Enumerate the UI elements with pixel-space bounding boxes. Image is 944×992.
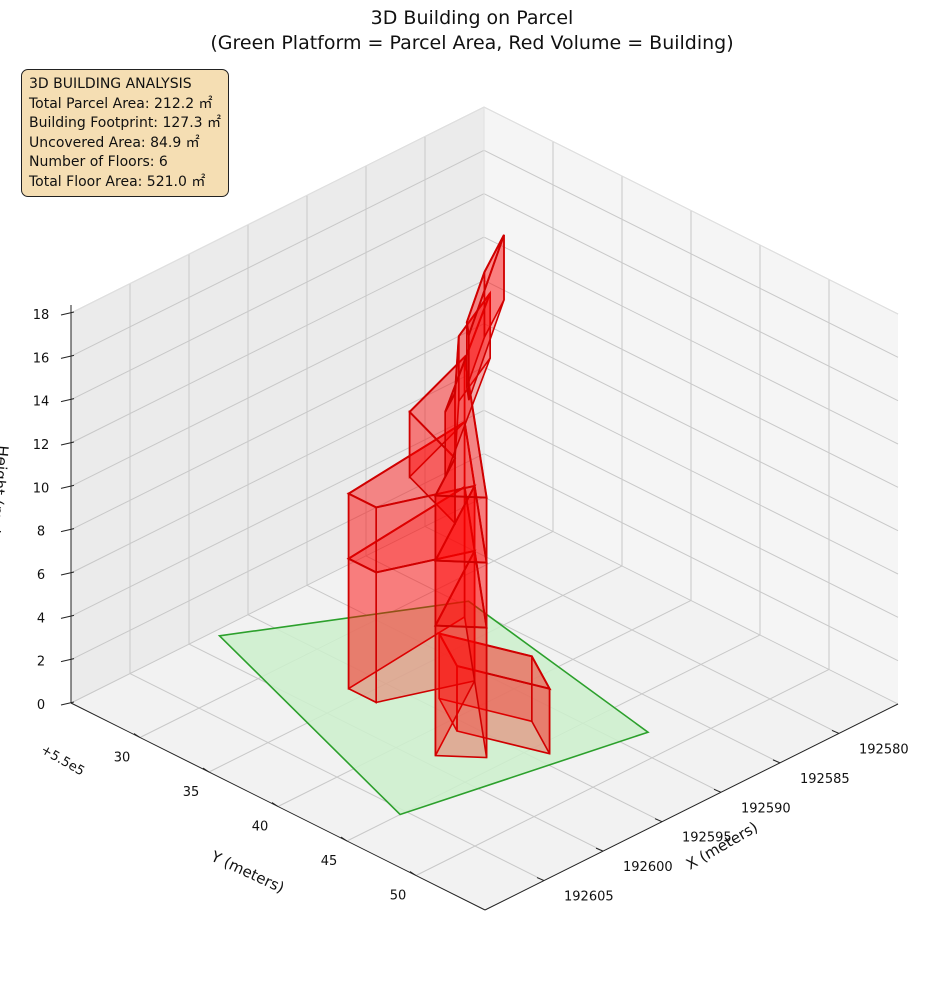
z-tick-mark: [60, 311, 75, 316]
x-tick-mark: [772, 759, 781, 764]
floor-1: [437, 631, 552, 755]
x-tick-label: 192595: [682, 831, 732, 846]
z-tick-mark: [60, 701, 75, 706]
z-tick-label: 12: [33, 438, 50, 453]
parcel-layer: [217, 600, 650, 816]
z-tick-label: 16: [33, 351, 50, 366]
y-tick-mark: [271, 802, 279, 807]
z-tick-mark: [60, 441, 75, 446]
x-tick-mark: [536, 877, 545, 882]
x-axis-label: X (meters): [683, 818, 761, 873]
building-layer: [346, 234, 552, 759]
z-tick-label: 2: [37, 655, 45, 670]
x-axis-line: [484, 703, 899, 911]
z-tick-label: 18: [33, 308, 50, 323]
z-tick-mark: [60, 398, 75, 403]
z-tick-mark: [60, 658, 75, 663]
z-tick-label: 8: [37, 525, 45, 540]
info-box: 3D BUILDING ANALYSIS Total Parcel Area: …: [21, 69, 229, 197]
y-tick-label: 50: [390, 889, 407, 904]
x-tick-mark: [595, 847, 604, 852]
y-tick-mark: [202, 767, 210, 773]
y-tick-label: 30: [114, 751, 131, 766]
y-tick-mark: [409, 871, 417, 876]
chart-subtitle: (Green Platform = Parcel Area, Red Volum…: [210, 32, 734, 54]
z-axis-label: Height (meters): [0, 445, 12, 565]
z-tick-mark: [60, 354, 75, 359]
z-tick-mark: [60, 614, 75, 619]
y-tick-label: 45: [321, 854, 338, 869]
floor-6: [465, 234, 505, 401]
y-axis-label: Y (meters): [207, 847, 287, 897]
x-tick-label: 192590: [741, 801, 791, 816]
x-tick-mark: [831, 729, 840, 734]
z-tick-label: 14: [33, 395, 50, 410]
info-line-uncovered: Uncovered Area: 84.9 ㎡: [29, 134, 200, 151]
x-tick-mark: [713, 788, 722, 793]
z-tick-label: 4: [37, 611, 45, 626]
floor-top: [437, 631, 552, 691]
x-tick-label: 192580: [859, 742, 909, 757]
x-tick-label: 192600: [623, 860, 673, 875]
info-line-title: 3D BUILDING ANALYSIS: [29, 76, 192, 92]
tick-labels: 192580 192585 192590 192595 192600 192605 30 35…: [33, 308, 909, 905]
floor-wall: [347, 557, 378, 704]
z-tick-label: 10: [33, 481, 50, 496]
y-tick-label: 35: [183, 785, 200, 800]
z-tick-mark: [60, 484, 75, 489]
z-tick-label: 0: [37, 698, 45, 713]
z-tick-label: 6: [37, 568, 45, 583]
y-tick-label: 40: [252, 820, 269, 835]
floor-top: [444, 292, 492, 413]
x-tick-mark: [654, 818, 663, 823]
y-tick-mark: [133, 733, 141, 738]
back-left-pane: [71, 107, 484, 703]
x-tick-label: 192605: [564, 890, 614, 905]
y-offset-label: +5.5e5: [38, 742, 87, 779]
z-tick-mark: [60, 528, 75, 533]
info-line-floor-area: Total Floor Area: 521.0 ㎡: [29, 173, 206, 190]
y-tick-mark: [340, 836, 348, 842]
z-tick-mark: [60, 571, 75, 576]
info-line-floors: Number of Floors: 6: [29, 154, 168, 170]
parcel-platform: [217, 600, 650, 816]
info-line-parcel-area: Total Parcel Area: 212.2 ㎡: [29, 95, 213, 112]
floor-top: [465, 234, 505, 336]
info-line-footprint: Building Footprint: 127.3 ㎡: [29, 115, 222, 131]
x-tick-label: 192585: [800, 772, 850, 787]
chart-title: 3D Building on Parcel: [370, 7, 574, 29]
